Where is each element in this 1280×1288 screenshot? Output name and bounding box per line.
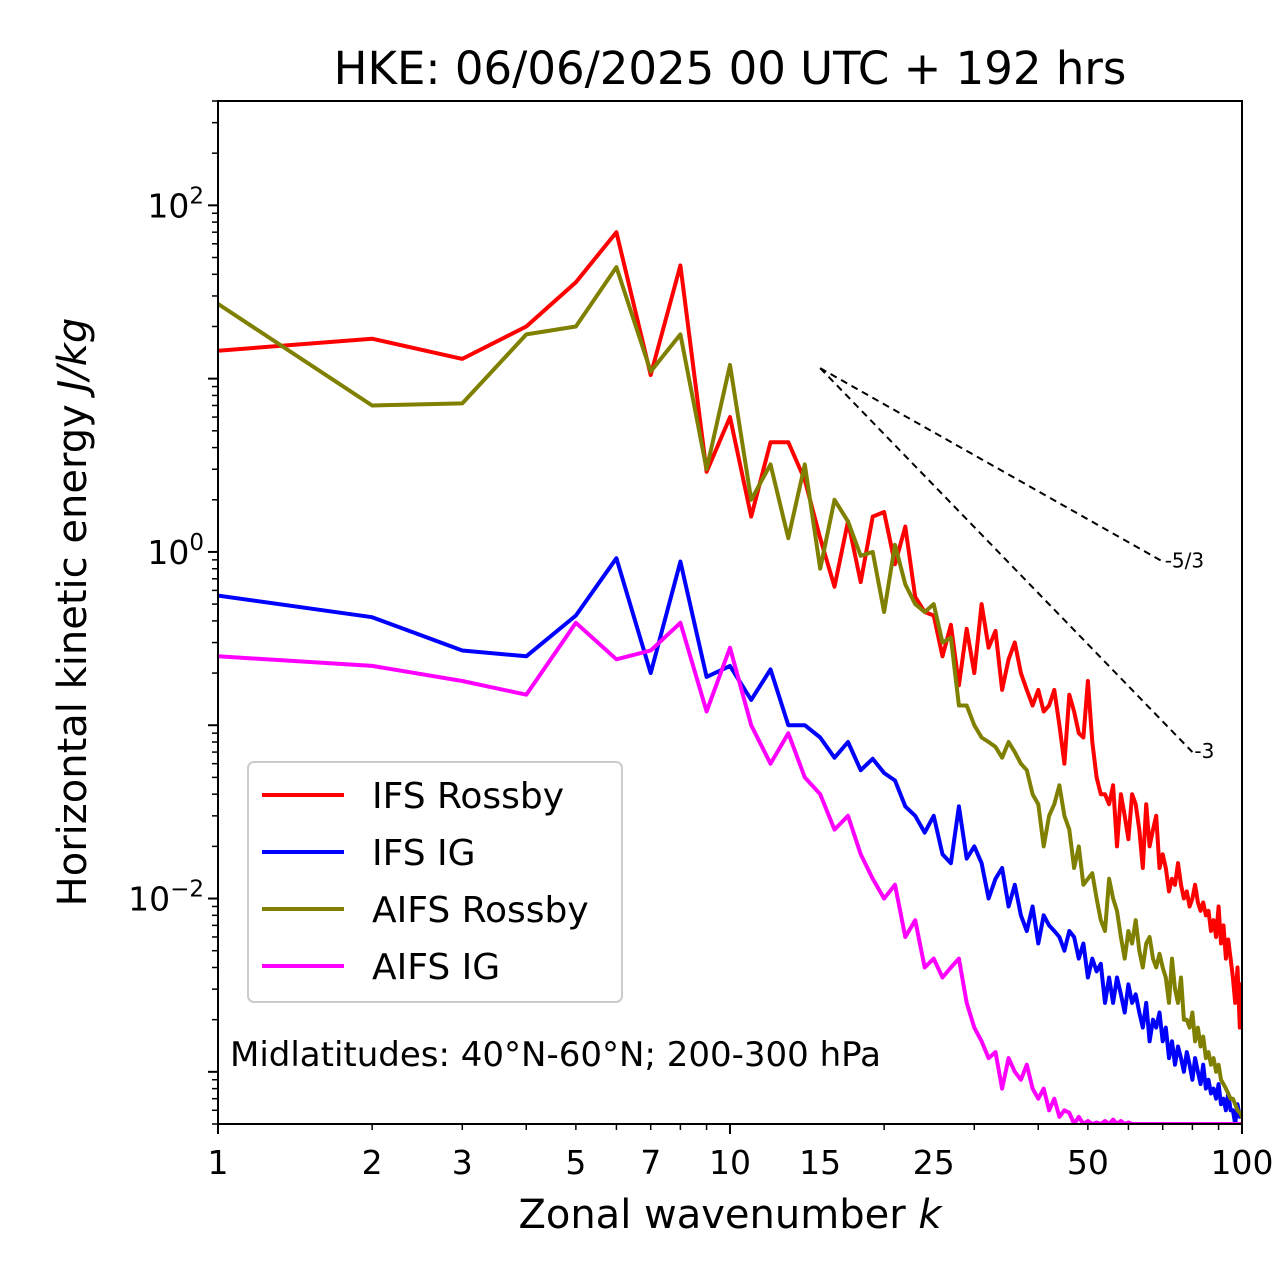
region-annotation: Midlatitudes: 40°N-60°N; 200-300 hPa: [230, 1035, 881, 1075]
x-tick-label: 3: [452, 1143, 473, 1182]
x-tick-label: 100: [1211, 1143, 1274, 1182]
legend-label: IFS IG: [372, 833, 476, 874]
series-line-ifs-rossby: [218, 230, 1242, 1030]
legend-box: [247, 761, 623, 1003]
y-tick-label: 102: [147, 183, 204, 225]
x-tick-label: 50: [1067, 1143, 1109, 1182]
x-tick-label: 10: [709, 1143, 751, 1182]
legend-label: AIFS Rossby: [372, 890, 589, 931]
reference-slope-label: -3: [1194, 739, 1214, 763]
reference-slope-line: [819, 367, 1194, 753]
x-axis-ticks: 1 2 3 5 7 10 15 25 50 100: [208, 1124, 1274, 1182]
x-tick-label: 2: [362, 1143, 383, 1182]
series-line-ifs-ig: [218, 556, 1242, 1124]
y-axis-ticks: 102 100 10−2: [128, 100, 218, 1125]
x-tick-label: 1: [208, 1143, 229, 1182]
reference-slopes: -5/3 -3: [819, 367, 1214, 763]
x-axis-label: Zonal wavenumber k: [518, 1192, 943, 1238]
reference-slope-line: [819, 367, 1164, 563]
y-axis-label: Horizontal kinetic energy J/kg: [50, 318, 96, 907]
x-tick-label: 5: [565, 1143, 586, 1182]
y-tick-label: 100: [147, 530, 204, 572]
legend-label: IFS Rossby: [372, 776, 564, 817]
reference-slope-label: -5/3: [1165, 549, 1204, 573]
y-tick-label: 10−2: [128, 877, 204, 919]
chart-title: HKE: 06/06/2025 00 UTC + 192 hrs: [334, 42, 1127, 95]
legend-label: AIFS IG: [372, 947, 500, 988]
x-tick-label: 15: [799, 1143, 841, 1182]
x-tick-label: 25: [913, 1143, 955, 1182]
series-layer: [218, 230, 1242, 1124]
series-line-aifs-ig: [218, 620, 1242, 1124]
series-line-aifs-rossby: [218, 265, 1242, 1120]
legend: IFS Rossby IFS IG AIFS Rossby AIFS IG: [247, 761, 623, 1003]
x-tick-label: 7: [640, 1143, 661, 1182]
